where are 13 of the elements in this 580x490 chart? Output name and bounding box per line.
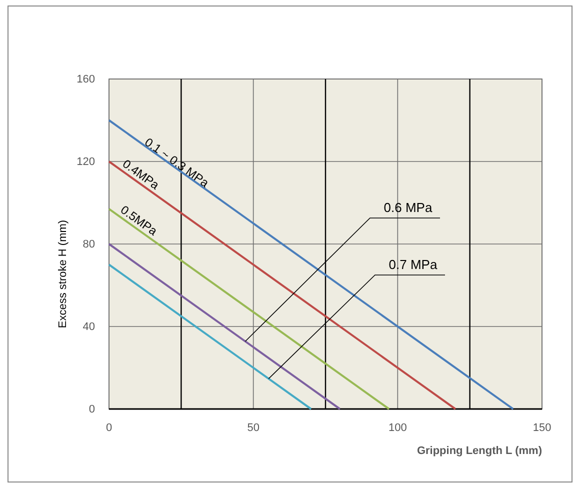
y-axis-title: Excess stroke H (mm) [57, 220, 69, 328]
x-tick-label: 50 [247, 422, 260, 434]
y-tick-label: 160 [76, 74, 95, 86]
y-tick-label: 0 [88, 404, 95, 416]
x-tick-label: 150 [532, 422, 552, 434]
x-axis-title: Gripping Length L (mm) [416, 445, 542, 457]
x-tick-label: 0 [106, 422, 112, 434]
x-tick-label: 100 [388, 422, 407, 434]
text: 0.7 MPa [388, 257, 438, 272]
y-tick-label: 120 [76, 156, 95, 168]
text: 0.6 MPa [384, 200, 433, 215]
y-tick-label: 80 [82, 238, 95, 251]
y-tick-label: 40 [82, 321, 95, 334]
